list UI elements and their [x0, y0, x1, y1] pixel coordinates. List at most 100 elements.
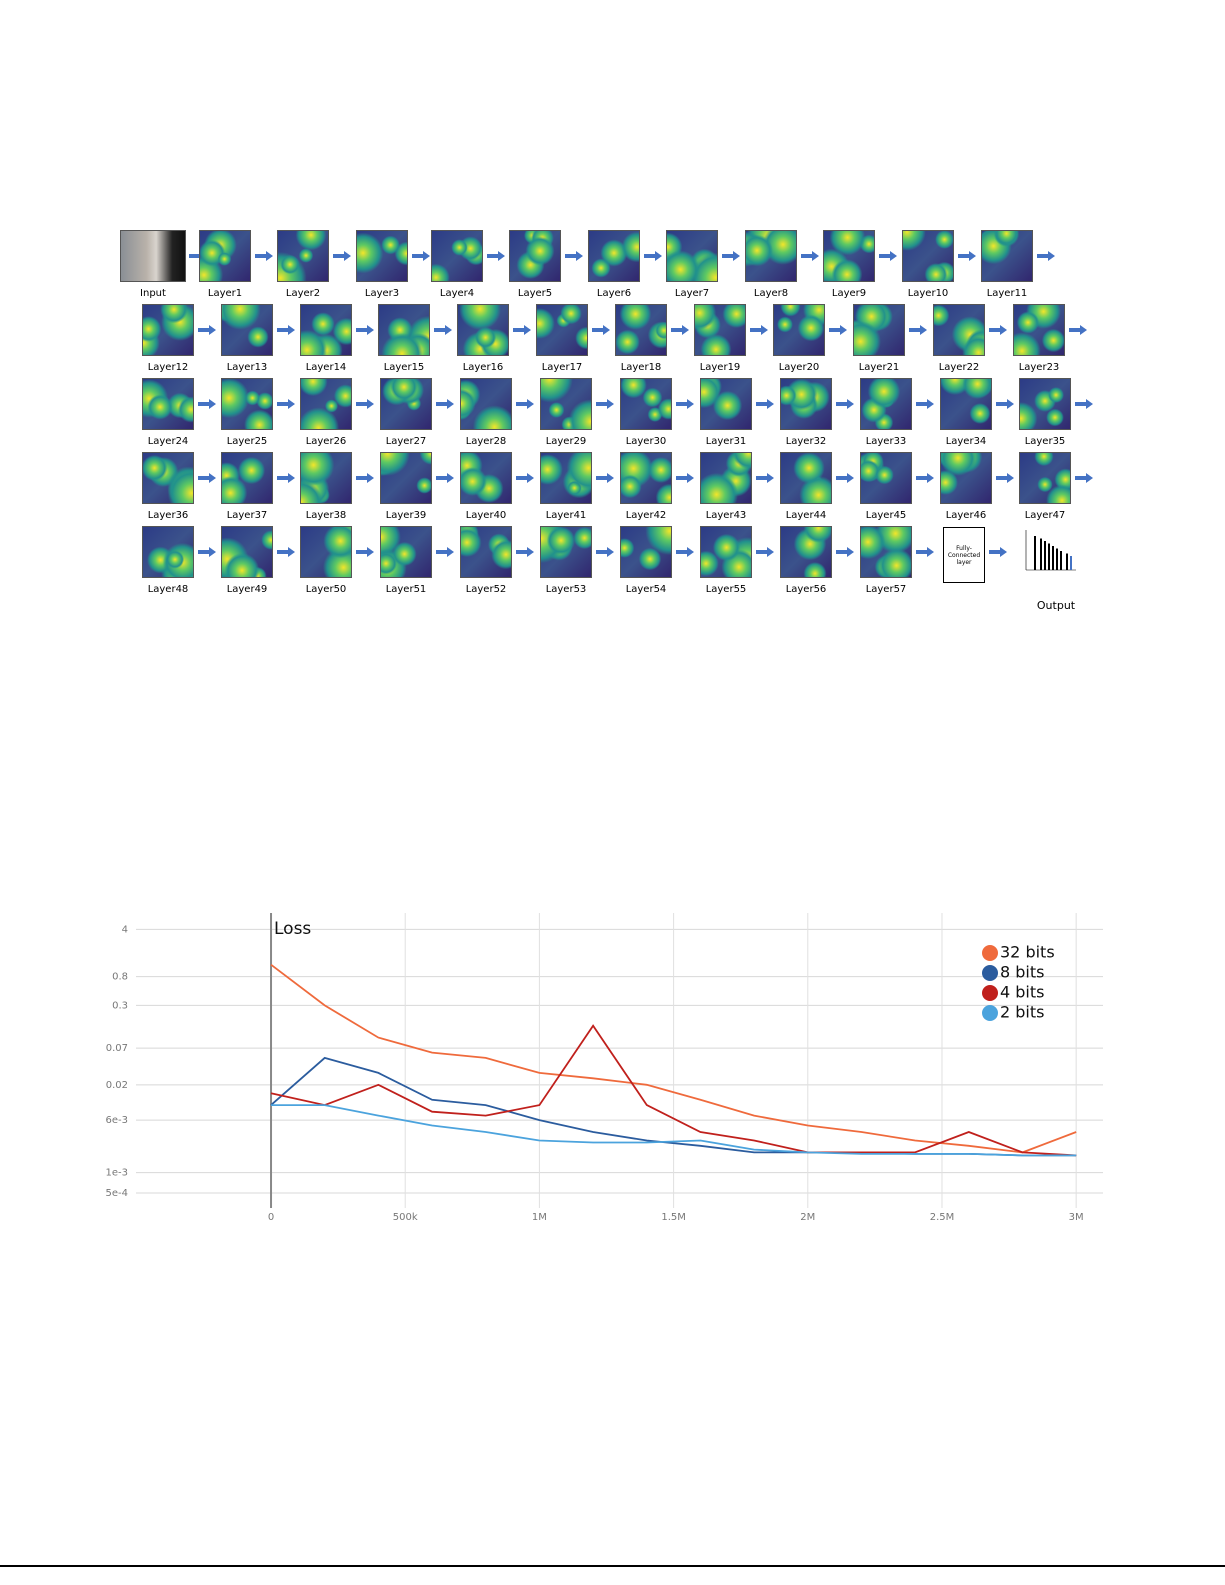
- layer-label: Layer56: [785, 584, 827, 595]
- legend-label: 32 bits: [1000, 943, 1055, 962]
- y-tick-label: 5e-4: [106, 1188, 129, 1199]
- feature-map: [780, 378, 832, 430]
- arrow: [750, 325, 768, 335]
- feature-map: [620, 526, 672, 578]
- feature-map: [142, 452, 194, 504]
- arrow: [801, 251, 819, 261]
- legend-label: 4 bits: [1000, 983, 1044, 1002]
- feature-map: [142, 304, 194, 356]
- feature-map: [199, 230, 251, 282]
- feature-map: [620, 378, 672, 430]
- layer-label: Layer20: [778, 362, 820, 373]
- layer-label: Layer2: [285, 288, 321, 299]
- arrow: [829, 325, 847, 335]
- feature-map: [540, 378, 592, 430]
- layer-label: Layer7: [674, 288, 710, 299]
- x-tick-label: 3M: [1069, 1212, 1084, 1223]
- arrow: [916, 399, 934, 409]
- arrow: [516, 547, 534, 557]
- layer-label: Layer11: [986, 288, 1028, 299]
- feature-map: [823, 230, 875, 282]
- feature-map: [380, 452, 432, 504]
- feature-map: [221, 378, 273, 430]
- feature-map: [860, 526, 912, 578]
- arrow: [996, 399, 1014, 409]
- legend-marker: [982, 965, 998, 981]
- arrow: [909, 325, 927, 335]
- layer-label: Layer46: [945, 510, 987, 521]
- layer-label: Layer34: [945, 436, 987, 447]
- layer-label: Layer57: [865, 584, 907, 595]
- arrow: [565, 251, 583, 261]
- layer-label: Layer41: [545, 510, 587, 521]
- layer-label: Input: [140, 288, 166, 299]
- layer-label: Layer8: [753, 288, 789, 299]
- feature-map: [694, 304, 746, 356]
- arrow: [356, 473, 374, 483]
- layer-label: Layer35: [1024, 436, 1066, 447]
- feature-map: [300, 526, 352, 578]
- arrow: [596, 399, 614, 409]
- feature-map: [221, 452, 273, 504]
- feature-map: [378, 304, 430, 356]
- legend-marker: [982, 945, 998, 961]
- arrow: [671, 325, 689, 335]
- arrow: [756, 473, 774, 483]
- layer-label: Layer36: [147, 510, 189, 521]
- arrow: [516, 473, 534, 483]
- arrow: [676, 547, 694, 557]
- layer-label: Layer16: [462, 362, 504, 373]
- layer-label: Layer21: [858, 362, 900, 373]
- arrow: [596, 547, 614, 557]
- x-tick-label: 2M: [800, 1212, 815, 1223]
- layer-label: Layer12: [147, 362, 189, 373]
- arrow: [836, 399, 854, 409]
- layer-label: Layer26: [305, 436, 347, 447]
- feature-map: [300, 452, 352, 504]
- arrow: [356, 399, 374, 409]
- feature-map: [902, 230, 954, 282]
- arrow: [436, 547, 454, 557]
- arrow: [412, 251, 430, 261]
- layer-label: Layer44: [785, 510, 827, 521]
- y-tick-label: 0.02: [106, 1080, 128, 1091]
- layer-label: Layer52: [465, 584, 507, 595]
- layer-label: Layer5: [517, 288, 553, 299]
- feature-map: [615, 304, 667, 356]
- arrow: [198, 473, 216, 483]
- arrow: [333, 251, 351, 261]
- feature-map: [588, 230, 640, 282]
- arrow: [436, 473, 454, 483]
- layer-label: Layer38: [305, 510, 347, 521]
- arrow: [434, 325, 452, 335]
- arrow: [436, 399, 454, 409]
- arrow: [1037, 251, 1055, 261]
- arrow: [676, 399, 694, 409]
- feature-map: [277, 230, 329, 282]
- arrow: [836, 473, 854, 483]
- feature-map: [380, 378, 432, 430]
- feature-map: [540, 452, 592, 504]
- layer-label: Layer15: [383, 362, 425, 373]
- x-tick-label: 500k: [393, 1212, 418, 1223]
- feature-map: [700, 526, 752, 578]
- layer-label: Layer10: [907, 288, 949, 299]
- arrow: [1069, 325, 1087, 335]
- feature-map: [1019, 378, 1071, 430]
- feature-map: [380, 526, 432, 578]
- arrow: [644, 251, 662, 261]
- y-tick-label: 0.8: [112, 972, 128, 983]
- arrow: [277, 473, 295, 483]
- layer-label: Layer48: [147, 584, 189, 595]
- layer-label: Layer40: [465, 510, 507, 521]
- arrow: [198, 547, 216, 557]
- legend-label: 8 bits: [1000, 963, 1044, 982]
- feature-map: [780, 526, 832, 578]
- layer-label: Layer47: [1024, 510, 1066, 521]
- layer-label: Layer1: [207, 288, 243, 299]
- legend-marker: [982, 985, 998, 1001]
- layer-label: Layer53: [545, 584, 587, 595]
- feature-map: [940, 452, 992, 504]
- feature-map: [666, 230, 718, 282]
